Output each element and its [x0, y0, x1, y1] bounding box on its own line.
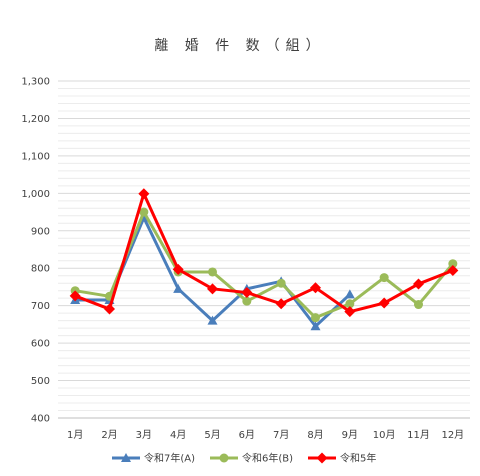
- data-point: [104, 303, 115, 315]
- series-line: [74, 192, 454, 314]
- data-point: [344, 289, 355, 299]
- data-point: [413, 278, 424, 290]
- legend-item: 令和6年(B): [210, 452, 293, 465]
- y-tick-label: 1,100: [21, 151, 50, 162]
- series-3: [69, 188, 459, 318]
- x-tick-label: 11月: [407, 429, 430, 441]
- data-point: [138, 188, 150, 200]
- x-tick-label: 5月: [204, 429, 220, 441]
- y-tick-label: 700: [31, 301, 50, 312]
- data-point: [448, 259, 458, 269]
- x-tick-label: 3月: [136, 429, 152, 441]
- legend-marker: [121, 453, 131, 462]
- series-2: [70, 207, 458, 323]
- data-point: [447, 264, 459, 276]
- data-point: [378, 297, 390, 309]
- y-tick-label: 500: [31, 376, 50, 387]
- legend-label: 令和5年: [340, 452, 376, 465]
- legend-label: 令和7年(A): [144, 452, 195, 465]
- series-line: [74, 210, 454, 320]
- data-point: [139, 207, 149, 217]
- data-point: [311, 313, 320, 323]
- x-tick-label: 1月: [67, 429, 83, 441]
- data-point: [276, 278, 286, 288]
- legend-item: 令和5年: [308, 452, 376, 465]
- legend-marker: [219, 453, 229, 463]
- y-tick-label: 800: [31, 264, 50, 275]
- axes: 400 500 600 700 800 900 1,000 1,100 1,200 1,300 1月…: [21, 77, 470, 441]
- y-tick-label: 900: [31, 226, 50, 237]
- data-point: [208, 267, 217, 277]
- data-point: [173, 283, 184, 293]
- x-tick-label: 2月: [101, 429, 117, 441]
- data-point: [379, 273, 389, 283]
- x-tick-label: 8月: [307, 429, 323, 441]
- y-tick-label: 600: [31, 339, 50, 350]
- data-point: [207, 283, 218, 295]
- data-point: [241, 287, 253, 299]
- data-point: [69, 290, 81, 302]
- grid-lines: [58, 80, 470, 419]
- x-tick-label: 12月: [441, 429, 464, 441]
- data-point: [172, 263, 184, 275]
- series-lines: [69, 188, 459, 331]
- x-tick-label: 7月: [273, 429, 289, 441]
- legend-label: 令和6年(B): [242, 452, 293, 465]
- data-point: [345, 299, 355, 309]
- legend-item: 令和7年(A): [112, 452, 195, 465]
- data-point: [242, 296, 252, 306]
- y-tick-label: 1,300: [21, 77, 50, 88]
- x-tick-label: 4月: [170, 429, 186, 441]
- legend: 令和7年(A) 令和6年(B) 令和5年: [112, 452, 376, 465]
- data-point: [414, 300, 423, 310]
- data-point: [275, 298, 287, 310]
- x-tick-label: 6月: [239, 429, 255, 441]
- x-tick-label: 10月: [373, 429, 396, 441]
- y-tick-label: 1,000: [21, 189, 50, 200]
- x-tick-label: 9月: [342, 429, 358, 441]
- data-point: [310, 321, 321, 331]
- y-tick-label: 400: [31, 414, 50, 425]
- y-tick-label: 1,200: [21, 114, 50, 125]
- data-point: [344, 306, 356, 318]
- data-point: [310, 282, 321, 294]
- chart-title: 離 婚 件 数（組）: [154, 37, 325, 54]
- data-point: [207, 315, 218, 325]
- legend-marker: [316, 452, 328, 464]
